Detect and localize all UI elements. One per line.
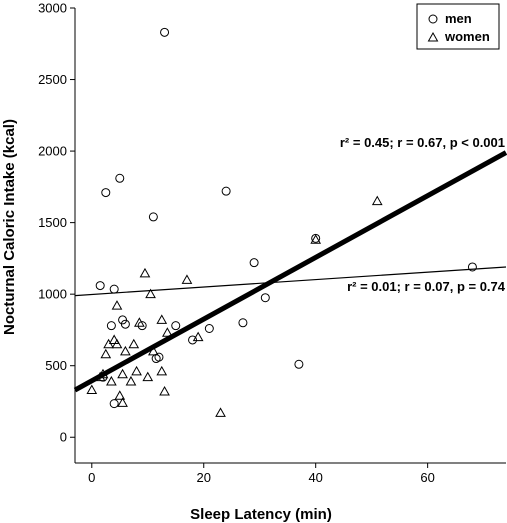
women-point <box>100 348 112 359</box>
men-point <box>148 212 158 222</box>
legend-box <box>416 3 500 50</box>
women-point <box>114 390 126 400</box>
men-point <box>106 321 116 331</box>
y-ticks: 0 500 1000 1500 2000 2500 3000 <box>38 1 75 445</box>
legend-women-marker <box>427 31 439 42</box>
legend: men women <box>416 3 500 50</box>
legend-men-label: men <box>445 11 472 26</box>
women-point <box>145 288 156 299</box>
women-point <box>117 397 128 407</box>
y-tick-label: 1000 <box>38 287 67 302</box>
men-point <box>115 173 125 183</box>
men-point <box>188 335 198 345</box>
women-point <box>156 314 168 324</box>
women-point <box>139 267 151 278</box>
legend-men-marker <box>428 14 438 24</box>
men-point <box>204 324 214 334</box>
women-point <box>310 234 322 244</box>
fit-line-all <box>73 150 507 393</box>
annotation-all-fit: r² = 0.45; r = 0.67, p < 0.001 <box>340 135 505 150</box>
men-point <box>109 399 119 409</box>
x-tick-label: 40 <box>308 470 322 485</box>
y-tick-label: 500 <box>45 358 67 373</box>
y-tick-label: 3000 <box>38 1 67 16</box>
x-tick-label: 60 <box>420 470 434 485</box>
women-point <box>103 338 114 349</box>
axes <box>74 8 506 464</box>
y-tick-label: 1500 <box>38 215 67 230</box>
annotation-women-fit: r² = 0.01; r = 0.07, p = 0.74 <box>347 279 506 294</box>
men-point <box>154 352 164 362</box>
y-tick-label: 2000 <box>38 144 67 159</box>
y-tick-label: 0 <box>60 430 67 445</box>
women-point <box>106 375 117 386</box>
x-ticks: 0 20 40 60 <box>88 463 435 485</box>
men-point <box>467 262 477 272</box>
women-point <box>128 338 140 349</box>
x-tick-label: 20 <box>197 470 211 485</box>
x-tick-label: 0 <box>88 470 95 485</box>
women-point <box>371 195 383 206</box>
men-point <box>221 186 231 196</box>
women-point <box>94 371 106 382</box>
women-point <box>142 371 154 382</box>
men-point <box>118 315 128 325</box>
y-tick-label: 2500 <box>38 72 67 87</box>
women-point <box>162 327 173 337</box>
fit-line-women <box>74 266 507 297</box>
women-point <box>86 384 98 395</box>
women-point <box>120 345 131 356</box>
women-point <box>215 407 226 417</box>
women-point <box>125 375 137 386</box>
men-point <box>171 321 181 331</box>
men-point <box>249 258 259 268</box>
women-point <box>117 368 128 379</box>
women-point <box>156 365 168 376</box>
women-point <box>134 317 145 327</box>
women-point <box>192 331 204 342</box>
men-point <box>260 293 270 303</box>
men-point <box>137 321 147 331</box>
women-point <box>111 300 123 310</box>
y-axis-label: Nocturnal Caloric Intake (kcal) <box>1 119 18 335</box>
women-point <box>181 274 193 284</box>
men-point <box>109 284 119 294</box>
women-point <box>111 338 123 349</box>
men-point <box>101 188 111 198</box>
men-point <box>294 359 304 369</box>
women-point <box>148 345 159 356</box>
women-point <box>131 365 142 376</box>
fit-lines <box>73 150 507 393</box>
men-point <box>160 27 170 37</box>
men-point <box>95 281 105 291</box>
men-point <box>238 318 248 328</box>
women-point <box>108 334 120 344</box>
data-points <box>86 27 477 417</box>
legend-women-label: women <box>444 29 490 44</box>
x-axis-label: Sleep Latency (min) <box>190 506 332 523</box>
women-point <box>159 385 170 396</box>
